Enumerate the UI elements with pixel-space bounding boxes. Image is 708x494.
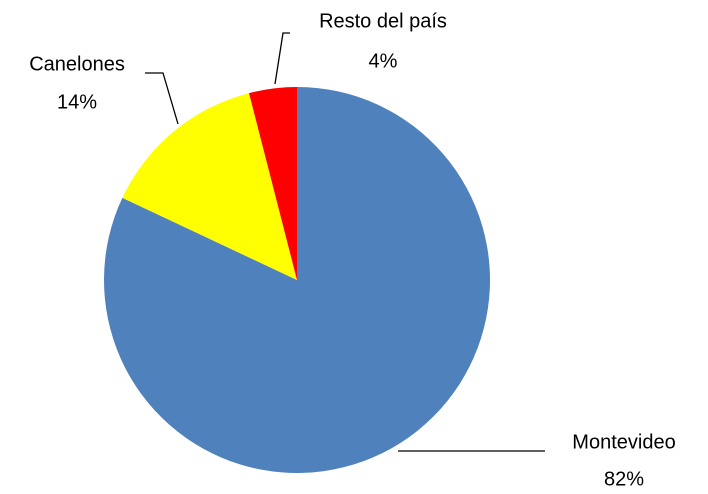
leader-line xyxy=(274,32,290,85)
slice-label: Montevideo xyxy=(572,431,675,453)
slice-value-label: 82% xyxy=(604,468,644,490)
slice-value-label: 4% xyxy=(369,50,398,72)
leader-line xyxy=(145,72,179,125)
slice-label: Resto del país xyxy=(319,10,447,32)
slice-label: Canelones xyxy=(29,53,125,75)
pie-slice xyxy=(122,93,297,281)
pie-slice xyxy=(249,87,297,280)
slice-value-label: 14% xyxy=(57,91,97,113)
